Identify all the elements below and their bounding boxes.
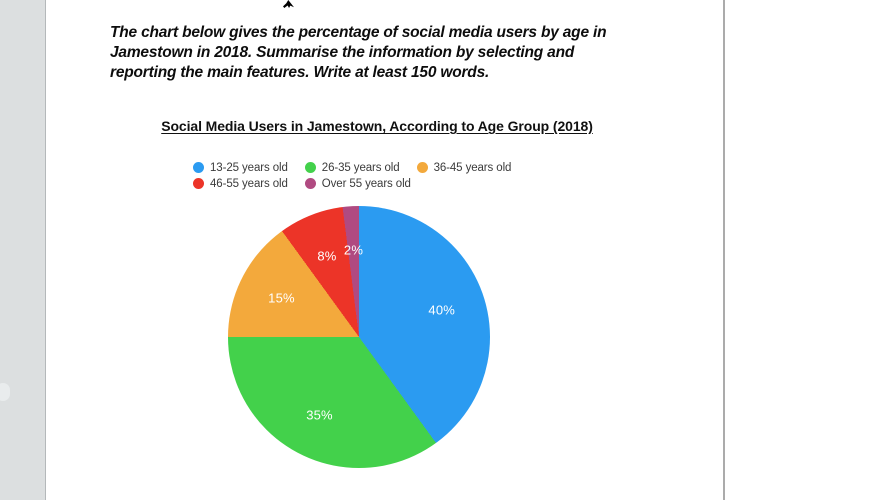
task-prompt: The chart below gives the percentage of … xyxy=(110,23,607,83)
left-panel xyxy=(0,0,46,500)
legend-color-dot-icon xyxy=(193,178,204,189)
legend-label: 46-55 years old xyxy=(210,177,288,190)
legend-label: 26-35 years old xyxy=(321,161,400,174)
pie-chart: 40% 35% 15% 8% 2% xyxy=(228,206,490,468)
legend-item: Over 55 years old xyxy=(304,177,411,190)
task-prompt-line: The chart below gives the percentage of … xyxy=(110,24,607,41)
pie-slice-label: 2% xyxy=(343,242,364,258)
page-margin-right xyxy=(725,0,889,500)
chart-title: Social Media Users in Jamestown, Accordi… xyxy=(161,118,593,134)
legend-label: 13-25 years old xyxy=(210,161,288,174)
legend-item: 46-55 years old xyxy=(193,177,288,190)
legend-label: 36-45 years old xyxy=(433,161,512,174)
pie-slice-label: 8% xyxy=(317,248,337,264)
chart-legend: 13-25 years old 26-35 years old 36-45 year… xyxy=(193,161,545,190)
legend-item: 26-35 years old xyxy=(304,161,400,174)
pie-slice-label: 40% xyxy=(428,302,456,318)
cursor-pointer-icon xyxy=(283,0,294,8)
legend-color-dot-icon xyxy=(193,162,204,173)
pie-slice-label: 35% xyxy=(306,407,333,423)
legend-color-dot-icon xyxy=(416,162,428,173)
legend-item: 36-45 years old xyxy=(416,161,512,174)
left-panel-highlight xyxy=(0,383,10,401)
task-prompt-line: reporting the main features. Write at le… xyxy=(110,64,490,81)
task-prompt-line: Jamestown in 2018. Summarise the informa… xyxy=(110,44,575,61)
page-divider xyxy=(723,0,725,500)
legend-color-dot-icon xyxy=(304,178,316,189)
legend-color-dot-icon xyxy=(304,162,316,173)
legend-label: Over 55 years old xyxy=(321,177,411,190)
pie-slice-label: 15% xyxy=(268,290,295,305)
legend-item: 13-25 years old xyxy=(193,161,288,174)
